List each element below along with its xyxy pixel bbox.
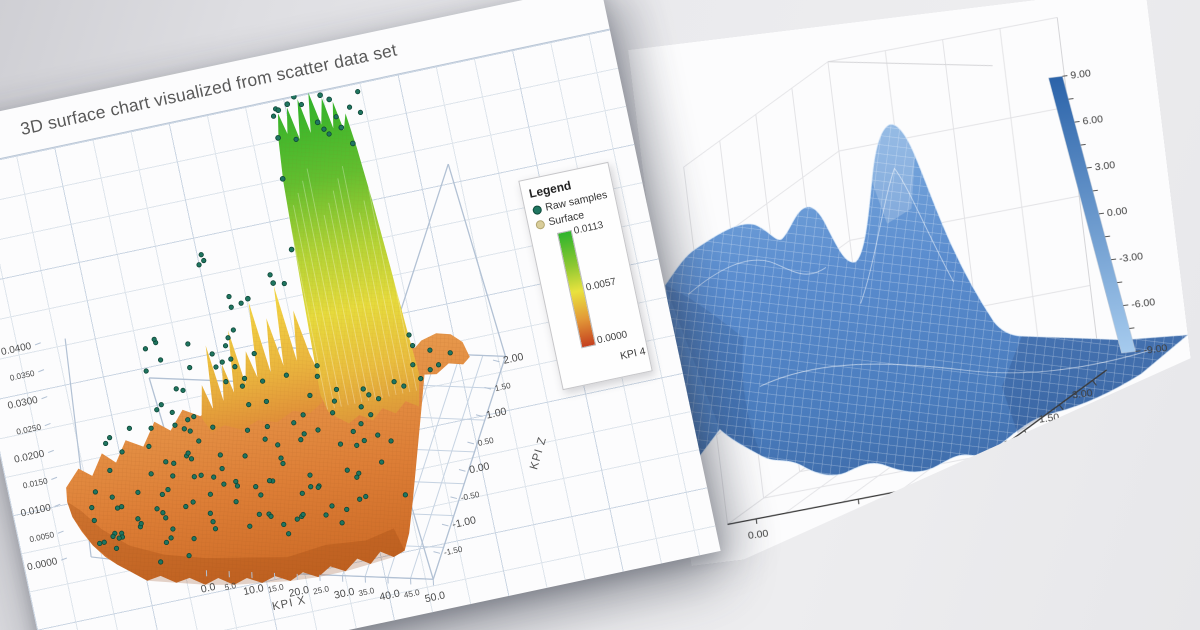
legend-colorbar-wrap: 0.0113 0.0057 0.0000	[538, 220, 637, 350]
z-axis-tick-label: 0.50	[477, 436, 495, 448]
color-scale-min-label: 0.0000	[596, 329, 629, 347]
z-axis-tick-label: 1.00	[485, 406, 508, 422]
x-axis-tick-label: 25.0	[312, 584, 330, 596]
y-axis-tick-label: 0.0200	[13, 448, 46, 465]
y-axis-tick-label: 0.0300	[7, 395, 40, 412]
x-axis-tick-label: 0.0	[200, 581, 217, 596]
z-axis-tick-label: -1.50	[443, 545, 464, 558]
colorbar-tick-label: -3.00	[1118, 250, 1143, 265]
color-scale-mid-label: 0.0057	[584, 276, 618, 294]
depth-axis-tick-label: -1.50	[968, 461, 993, 476]
x-axis-tick-label: 10.0	[242, 582, 265, 598]
left-chart-card: 3D surface chart visualized from scatter…	[0, 28, 721, 630]
colorbar-tick-label: 6.00	[1082, 113, 1104, 127]
surface-marker-icon	[534, 218, 546, 230]
x-axis-tick-label: 15.0	[267, 582, 285, 594]
colorbar-tick-label: -9.00	[1143, 342, 1168, 357]
x-axis-tick-label: 45.0	[403, 588, 421, 600]
colorbar-tick-label: 9.00	[1070, 67, 1092, 81]
x-axis-title: KPI X	[271, 594, 307, 613]
raw-samples-series	[89, 87, 453, 565]
x-axis-tick-label: 40.0	[378, 587, 401, 603]
color-scale-axis-title: KPI 4	[619, 345, 647, 363]
z-axis-tick-label: 0.00	[468, 460, 491, 476]
depth-axis-tick-label: 0.00	[1003, 437, 1025, 451]
y-axis-tick-label: 0.0100	[20, 502, 53, 519]
x-axis-tick-label: 35.0	[358, 586, 376, 598]
colorbar-tick-label: -6.00	[1131, 296, 1156, 311]
z-axis-tick-label: -0.50	[460, 490, 481, 503]
front-axis-tick-label: 1.50	[849, 508, 871, 522]
depth-axis-tick-label: 3.00	[1071, 387, 1093, 401]
y-axis-tick-label: 0.0400	[0, 341, 33, 358]
colorbar-tick-label: 3.00	[1094, 159, 1116, 173]
x-axis-tick-label: 20.0	[288, 584, 311, 600]
y-axis-tick-label: 0.0150	[22, 476, 49, 490]
x-axis-tick-label: 30.0	[333, 586, 356, 602]
z-axis-tick-label: 1.50	[494, 381, 512, 393]
y-axis-tick-label: 0.0250	[16, 423, 43, 437]
y-axis-tick-label: 0.0350	[9, 369, 36, 383]
surface-series	[649, 92, 1200, 500]
depth-axis-tick-label: -3.00	[934, 486, 959, 501]
depth-axis-tick-label: 1.50	[1038, 411, 1060, 425]
raw-samples-marker-icon	[531, 204, 543, 215]
y-axis-tick-label: 0.0050	[29, 530, 56, 544]
z-axis-tick-label: 2.00	[502, 351, 525, 367]
z-axis-tick-label: -1.00	[451, 514, 477, 531]
y-axis-tick-label: 0.0000	[26, 556, 59, 573]
colorbar-tick-label: 0.00	[1106, 205, 1128, 219]
x-axis-tick-label: 50.0	[424, 589, 447, 605]
x-axis-tick-label: 5.0	[224, 581, 237, 592]
left-surface-scatter-chart: 0.00000.00500.01000.01500.02000.02500.03…	[0, 87, 549, 613]
colorbar: 9.00 6.00 3.00 0.00 -3.00 -6.00 -9.00	[1048, 62, 1168, 364]
front-axis-tick-label: 0.00	[747, 528, 769, 542]
right-chart-card: 0.00 1.50 -3.00 -1.50 0.00 1.50 3.00 9.00 6.00 3.…	[628, 0, 1200, 566]
surface-series	[66, 92, 470, 585]
right-surface-chart: 0.00 1.50 -3.00 -1.50 0.00 1.50 3.00 9.00 6.00 3.…	[628, 0, 1200, 566]
z-axis-title: KPI Z	[528, 435, 549, 471]
